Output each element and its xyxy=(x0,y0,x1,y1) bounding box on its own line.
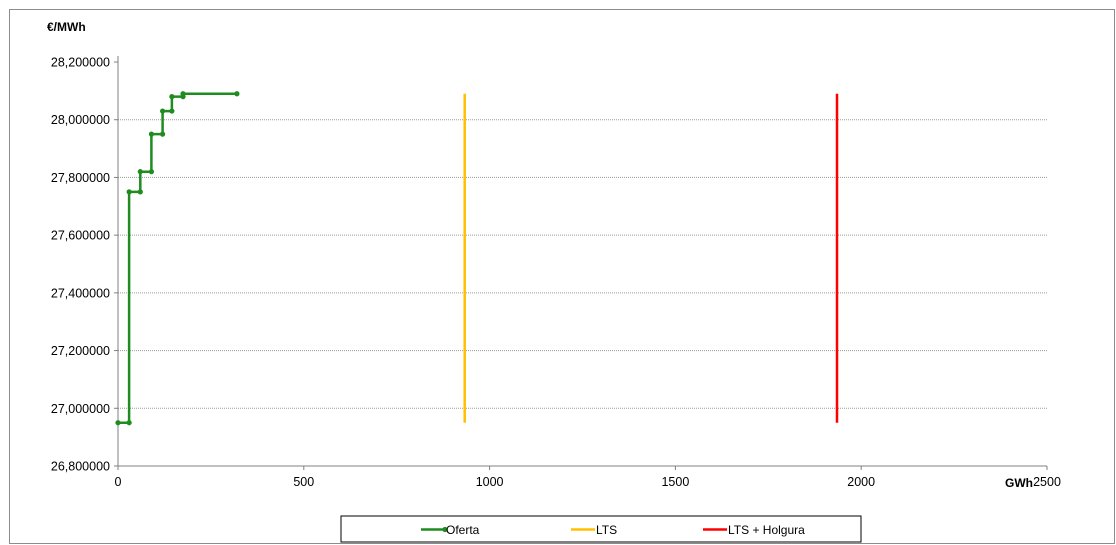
data-point-oferta xyxy=(126,420,132,426)
grid-lines xyxy=(118,119,1047,409)
y-tick-label: 27,000000 xyxy=(51,402,110,416)
x-tick-labels: 0 500 1000 1500 2000 2500 xyxy=(115,475,1061,489)
x-tick-label: 2500 xyxy=(1033,475,1061,489)
legend-marker-oferta xyxy=(442,526,448,533)
legend-label-lts-holgura: LTS + Holgura xyxy=(728,523,805,537)
x-tick-label: 1500 xyxy=(661,475,689,489)
y-tick-label: 28,200000 xyxy=(51,56,110,70)
data-point-oferta xyxy=(148,131,155,137)
y-tick-label: 28,000000 xyxy=(51,113,110,127)
data-point-oferta xyxy=(234,91,240,97)
y-tick-label: 26,800000 xyxy=(51,460,110,474)
data-point-oferta xyxy=(180,91,186,97)
data-point-oferta xyxy=(126,189,132,195)
data-point-oferta xyxy=(159,108,166,114)
y-axis-title: €/MWh xyxy=(47,20,86,34)
x-tick-label: 2000 xyxy=(847,475,875,489)
chart-frame xyxy=(9,9,1115,544)
x-axis-title: GWh xyxy=(1005,476,1033,490)
x-tick-label: 500 xyxy=(293,475,314,489)
data-point-oferta xyxy=(169,94,175,100)
axes xyxy=(114,56,1048,470)
y-tick-label: 27,600000 xyxy=(51,229,110,243)
y-tick-labels: 26,800000 27,000000 27,200000 27,400000 27,6… xyxy=(51,56,110,474)
data-point-oferta xyxy=(137,189,143,195)
x-tick-label: 0 xyxy=(115,475,122,489)
legend: Oferta LTS LTS + Holgura xyxy=(340,515,862,543)
legend-label-oferta: Oferta xyxy=(446,523,480,537)
y-tick-label: 27,800000 xyxy=(51,171,110,185)
data-point-oferta xyxy=(159,131,166,137)
series xyxy=(115,91,839,426)
x-tick-label: 1000 xyxy=(476,475,504,489)
legend-label-lts: LTS xyxy=(596,523,617,537)
data-point-oferta xyxy=(137,169,143,175)
y-tick-label: 27,200000 xyxy=(51,344,110,358)
data-point-oferta xyxy=(148,169,155,175)
data-point-oferta xyxy=(115,420,121,426)
series-line-oferta xyxy=(118,92,237,424)
data-point-oferta xyxy=(169,108,175,114)
y-tick-label: 27,400000 xyxy=(51,286,110,300)
